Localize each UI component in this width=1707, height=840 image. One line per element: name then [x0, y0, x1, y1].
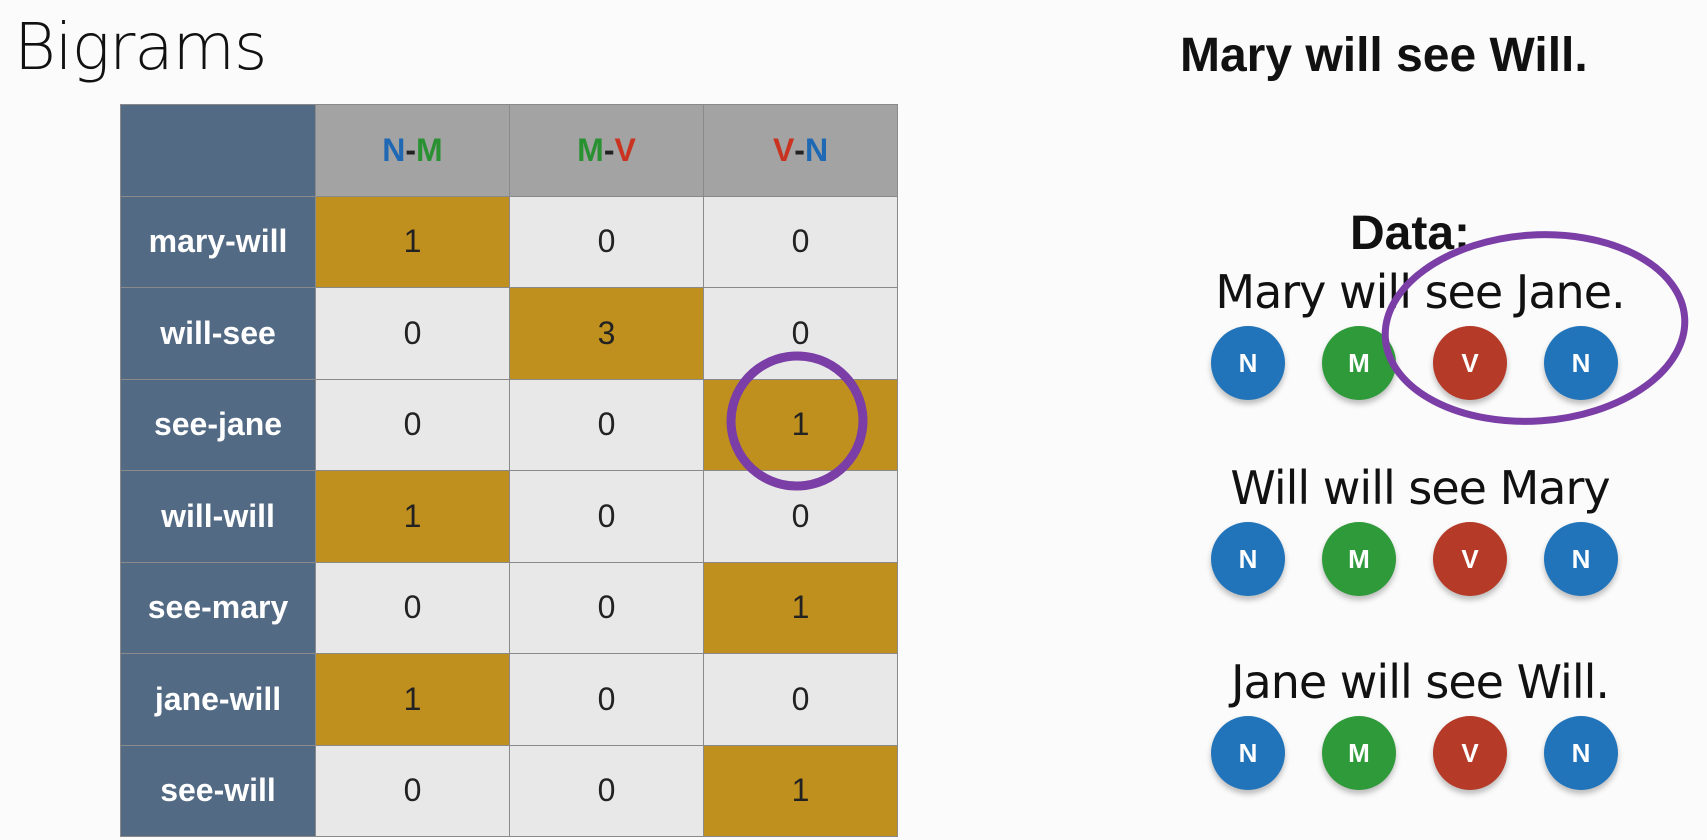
row-header: see-will: [121, 745, 315, 836]
pos-tag-badge: M: [1322, 716, 1396, 790]
slide-title: Bigrams: [14, 11, 267, 85]
column-header-tag: M: [416, 131, 443, 168]
row-header: will-see: [121, 288, 315, 379]
example-text: Mary will see Jane.: [1215, 265, 1625, 319]
table-cell: 0: [704, 288, 897, 379]
table-cell: 0: [510, 471, 703, 562]
pos-tag-badge: N: [1211, 522, 1285, 596]
table-cell: 1: [316, 196, 509, 287]
table-cell: 0: [510, 562, 703, 653]
table-cell: 1: [704, 745, 897, 836]
table-cell: 1: [704, 379, 897, 470]
column-header-tag: N: [804, 131, 829, 168]
row-header: will-will: [121, 471, 315, 562]
pos-tag-badge: M: [1322, 522, 1396, 596]
example-sentence: Will will see Mary N M V N: [1180, 460, 1660, 602]
pos-tag-badge: N: [1544, 716, 1618, 790]
column-header: N-M: [316, 105, 509, 196]
table-cell: 1: [316, 471, 509, 562]
table-cell: 0: [704, 471, 897, 562]
column-header-tag: V: [772, 131, 795, 168]
data-label: Data:: [1350, 207, 1471, 260]
table-cell: 0: [704, 654, 897, 745]
table-cell: 0: [316, 288, 509, 379]
row-header: see-jane: [121, 379, 315, 470]
example-sentence: Mary will see Jane. N M V N: [1180, 264, 1660, 406]
pos-tag-badge: N: [1211, 326, 1285, 400]
table-cell: 0: [316, 562, 509, 653]
query-sentence: Mary will see Will.: [1180, 29, 1588, 82]
table-cell: 0: [316, 745, 509, 836]
pos-tag-badge: V: [1433, 522, 1507, 596]
table-cell: 1: [704, 562, 897, 653]
table-cell: 0: [704, 196, 897, 287]
pos-tag-badge: V: [1433, 716, 1507, 790]
row-header: see-mary: [121, 562, 315, 653]
column-header-tag: V: [614, 131, 636, 168]
table-cell: 0: [510, 379, 703, 470]
table-corner: [121, 105, 315, 196]
column-header: V-N: [704, 105, 897, 196]
row-header: jane-will: [121, 654, 315, 745]
table-cell: 0: [510, 196, 703, 287]
example-text: Will will see Mary: [1230, 461, 1610, 515]
column-header-tag: N: [382, 131, 406, 168]
column-header-dash: -: [405, 131, 417, 168]
example-text: Jane will see Will.: [1230, 655, 1610, 709]
pos-tag-badge: V: [1433, 326, 1507, 400]
table-cell: 1: [316, 654, 509, 745]
table-cell: 0: [510, 745, 703, 836]
table-cell: 0: [510, 654, 703, 745]
pos-tag-badge: N: [1544, 326, 1618, 400]
table-cell: 0: [316, 379, 509, 470]
column-header: M-V: [510, 105, 703, 196]
pos-tag-badge: N: [1211, 716, 1285, 790]
row-header: mary-will: [121, 196, 315, 287]
pos-tag-badge: N: [1544, 522, 1618, 596]
column-header-dash: -: [794, 131, 805, 168]
column-header-tag: M: [577, 131, 604, 168]
pos-tag-badge: M: [1322, 326, 1396, 400]
table-cell: 3: [510, 288, 703, 379]
column-header-dash: -: [603, 131, 615, 168]
example-sentence: Jane will see Will. N M V N: [1180, 654, 1660, 796]
